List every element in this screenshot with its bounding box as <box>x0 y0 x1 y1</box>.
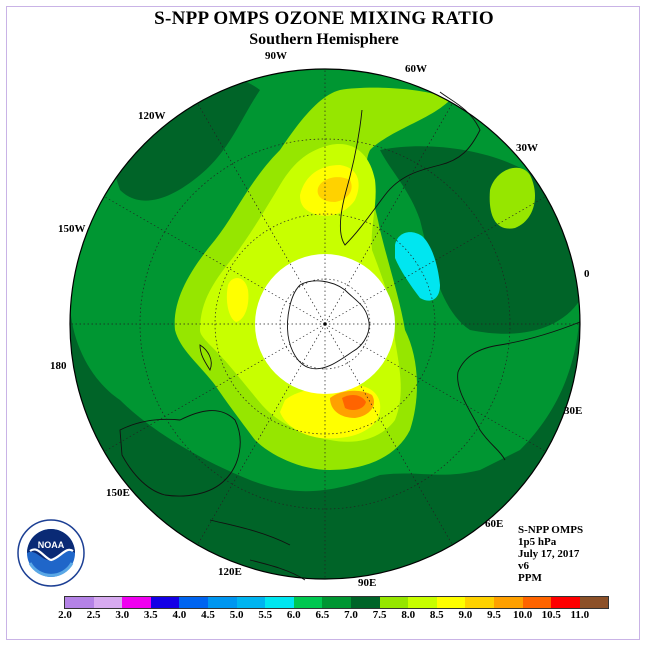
meridians <box>70 69 580 579</box>
info-version: v6 <box>518 560 529 572</box>
colorbar-swatch <box>293 597 323 608</box>
product-info: S-NPP OMPS 1p5 hPa July 17, 2017 v6 PPM <box>518 524 583 584</box>
colorbar-swatch <box>65 597 94 608</box>
meridian-line <box>324 323 547 452</box>
meridian-line <box>324 323 453 546</box>
colorbar-tick-label: 5.5 <box>258 609 273 621</box>
colorbar-tick-label: 9.5 <box>487 609 501 621</box>
field-yellow-west <box>226 278 249 322</box>
colorbar-swatch <box>522 597 552 608</box>
colorbar <box>64 596 610 609</box>
meridian-line <box>103 323 326 452</box>
antarctica-coast <box>287 280 370 370</box>
info-level: 1p5 hPa <box>518 536 557 548</box>
colorbar-swatch <box>236 597 266 608</box>
colorbar-tick-label: 4.0 <box>172 609 187 621</box>
colorbar-tick-label: 10.5 <box>541 609 561 621</box>
colorbar-tick-label: 8.0 <box>401 609 416 621</box>
meridian-line <box>103 196 326 325</box>
colorbar-swatch <box>379 597 409 608</box>
colorbar-tick-label: 7.5 <box>372 609 387 621</box>
colorbar-tick-label: 10.0 <box>512 609 533 621</box>
map-subtitle: Southern Hemisphere <box>249 31 399 48</box>
colorbar-swatch <box>493 597 523 608</box>
map-title: S-NPP OMPS OZONE MIXING RATIO <box>154 8 494 29</box>
colorbar-tick-label: 9.0 <box>458 609 473 621</box>
field-orange <box>342 394 366 410</box>
lon-label-90e: 90E <box>358 577 377 589</box>
coastlines <box>119 91 581 581</box>
colorbar-swatch <box>551 597 580 608</box>
colorbar-swatch <box>436 597 466 608</box>
colorbar-swatch <box>122 597 151 608</box>
meridian-line <box>324 102 453 325</box>
noaa-logo: NOAA <box>17 519 85 587</box>
colorbar-tick-label: 3.0 <box>115 609 130 621</box>
lon-label-120e: 120E <box>218 566 242 578</box>
svg-text:NOAA: NOAA <box>38 540 65 550</box>
colorbar-swatch <box>93 597 123 608</box>
meridian-line <box>324 196 547 325</box>
latitude-circle <box>214 213 436 435</box>
colorbar-tick-label: 11.0 <box>570 609 590 621</box>
south-pole-dot <box>323 322 327 326</box>
colorbar-tick-label: 8.5 <box>429 609 444 621</box>
info-instrument: S-NPP OMPS <box>518 524 584 536</box>
colorbar-tick-labels: 2.0 2.5 3.0 3.5 4.0 4.5 5.0 5.5 6.0 6.5 7.0 7.5 8.0 8… <box>58 609 598 623</box>
lon-label-0: 0 <box>584 268 590 280</box>
colorbar-swatch <box>350 597 380 608</box>
lon-label-150e: 150E <box>106 487 130 499</box>
colorbar-tick-label: 6.0 <box>286 609 301 621</box>
field-cyan <box>395 232 440 301</box>
south-america-coast <box>340 91 481 246</box>
colorbar-tick-label: 2.5 <box>86 609 101 621</box>
lon-label-30e: 30E <box>564 405 583 417</box>
colorbar-swatch <box>179 597 208 608</box>
colorbar-tick-label: 5.0 <box>229 609 244 621</box>
meridian-line <box>197 102 326 325</box>
colorbar-swatch <box>207 597 237 608</box>
field-gold-north <box>317 177 352 202</box>
lon-label-60e: 60E <box>485 518 504 530</box>
colorbar-tick-label: 4.5 <box>201 609 215 621</box>
lon-label-60w: 60W <box>405 63 427 75</box>
meridian-line <box>197 323 326 546</box>
colorbar-swatch <box>579 597 609 608</box>
lon-label-30w: 30W <box>516 142 538 154</box>
lon-label-150w: 150W <box>58 223 86 235</box>
figure-frame <box>6 6 640 640</box>
info-date: July 17, 2017 <box>518 548 580 560</box>
australia-coast <box>119 410 241 497</box>
lon-label-180: 180 <box>50 360 67 372</box>
info-units: PPM <box>518 572 542 584</box>
colorbar-tick-label: 7.0 <box>344 609 358 621</box>
graticule <box>70 69 580 579</box>
colorbar-swatch <box>150 597 180 608</box>
colorbar-tick-label: 2.0 <box>58 609 72 621</box>
colorbar-swatch <box>408 597 437 608</box>
field-green-patch <box>489 167 535 229</box>
colorbar-swatch <box>465 597 494 608</box>
colorbar-tick-label: 3.5 <box>143 609 158 621</box>
lon-label-90w: 90W <box>265 50 287 62</box>
new-zealand-coast <box>199 344 212 371</box>
africa-coast <box>457 321 581 461</box>
map-boundary <box>69 68 581 580</box>
colorbar-swatch <box>265 597 294 608</box>
lon-label-120w: 120W <box>138 110 166 122</box>
colorbar-swatch <box>322 597 351 608</box>
colorbar-tick-label: 6.5 <box>315 609 330 621</box>
